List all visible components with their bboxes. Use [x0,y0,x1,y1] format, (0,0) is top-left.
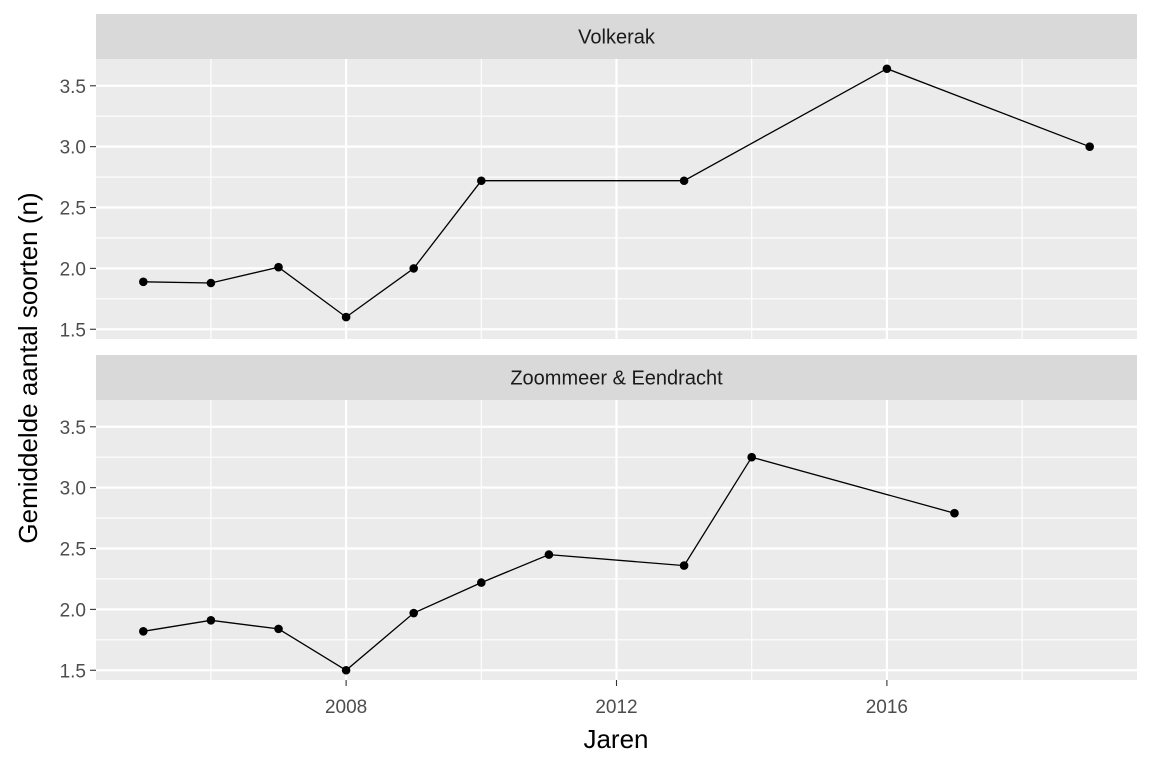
data-point [274,262,283,272]
data-point [882,64,892,74]
facet-strip [96,14,1137,59]
data-point [139,627,148,636]
x-tick-label: 2012 [595,697,637,718]
data-point [139,277,148,287]
series-line [143,456,955,672]
data-point [747,452,756,462]
data-point [341,665,351,675]
y-tick-label: 3.5 [60,77,86,98]
facet-panel: Zoommeer & Eendracht 1.5 2.0 2.5 3.0 3.5 [60,355,1137,682]
y-tick-label: 2.0 [60,259,86,280]
data-point [679,561,689,570]
y-tick-label: 1.5 [60,320,86,341]
y-tick-label: 1.5 [60,661,86,682]
data-point [950,508,959,518]
data-point [409,264,419,273]
facet-strip-label: Volkerak [578,27,656,49]
data-point [206,278,216,288]
data-point [1085,142,1094,151]
data-point [274,624,283,634]
data-point [544,550,554,559]
facet-strip-label: Zoommeer & Eendracht [510,368,723,390]
data-point [477,176,486,186]
y-tick-label: 2.5 [60,540,86,561]
data-point [206,616,216,625]
y-tick-label: 2.0 [60,600,86,621]
y-tick-label: 3.5 [60,418,86,439]
y-axis-title: Gemiddelde aantal soorten (n) [13,192,43,543]
y-tick-label: 3.0 [60,479,86,500]
data-point [679,176,689,186]
facet-panel: Volkerak 1.5 2.0 2.5 3.0 3.5 [60,14,1137,341]
x-axis-title: Jaren [583,724,648,754]
data-point [341,312,351,322]
x-tick-label: 2008 [325,697,367,718]
data-point [409,608,419,618]
x-tick-label: 2016 [866,697,908,718]
data-point [477,578,486,587]
facet-strip [96,355,1137,400]
y-tick-label: 2.5 [60,199,86,220]
y-tick-label: 3.0 [60,138,86,159]
